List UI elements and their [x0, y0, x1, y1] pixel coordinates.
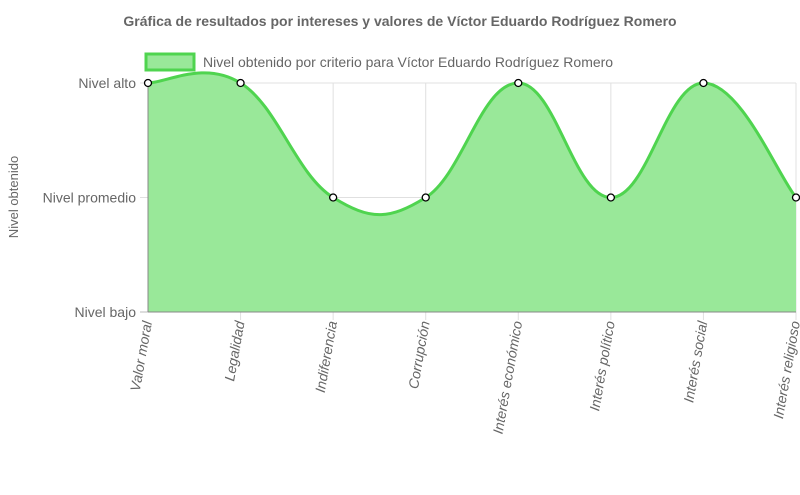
y-tick-label: Nivel bajo	[75, 304, 137, 320]
legend-swatch[interactable]	[144, 52, 196, 72]
legend-label[interactable]: Nivel obtenido por criterio para Víctor …	[203, 54, 613, 70]
x-tick-label: Valor moral	[127, 319, 155, 393]
data-points	[143, 78, 800, 202]
y-tick-labels: Nivel bajo Nivel promedio Nivel alto	[43, 75, 137, 320]
data-point[interactable]	[143, 78, 153, 88]
x-tick-label: Legalidad	[221, 319, 248, 383]
data-point[interactable]	[421, 193, 430, 202]
data-point[interactable]	[606, 193, 616, 202]
x-tick-label: Interés social	[680, 319, 710, 404]
x-tick-label: Indiferencia	[312, 320, 340, 394]
y-tick-label: Nivel alto	[78, 75, 136, 91]
y-axis-title: Nivel obtenido	[6, 156, 21, 238]
series-line	[147, 71, 798, 217]
x-tick-labels: Valor moral Legalidad Indiferencia Corrupci…	[127, 319, 800, 436]
data-point[interactable]	[699, 78, 708, 88]
x-tick-label: Interés religioso	[770, 320, 800, 420]
series-area	[147, 71, 798, 312]
data-point[interactable]	[328, 193, 338, 202]
x-tick-label: Interés económico	[490, 320, 526, 436]
legend[interactable]: Nivel obtenido por criterio para Víctor …	[144, 52, 613, 72]
series-fill	[148, 72, 796, 312]
x-tick-label: Interés político	[586, 320, 618, 413]
data-point[interactable]	[514, 78, 523, 88]
data-point[interactable]	[236, 78, 245, 88]
x-tick-label: Corrupción	[405, 320, 433, 390]
data-point[interactable]	[791, 193, 800, 202]
axes	[147, 83, 796, 313]
y-tick-label: Nivel promedio	[43, 190, 137, 206]
chart-title: Gráfica de resultados por intereses y va…	[123, 13, 676, 29]
